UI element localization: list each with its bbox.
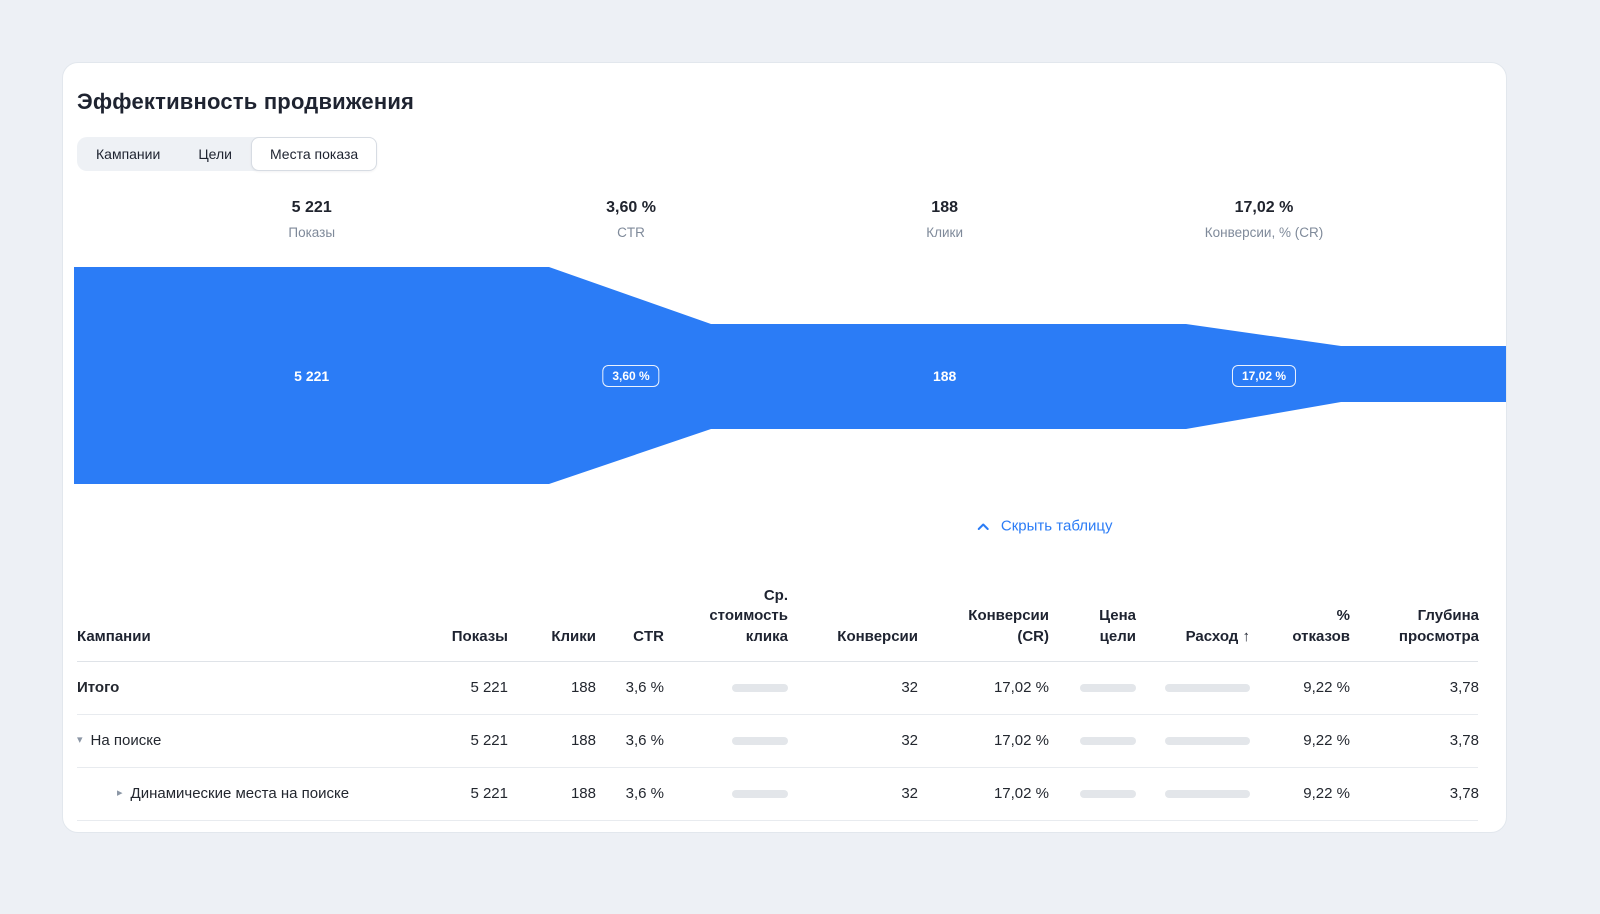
col-header-bounce-rate[interactable]: % отказов bbox=[1292, 607, 1350, 645]
campaigns-table: Кампании Показы Клики CTR Ср. стоимость клик… bbox=[77, 564, 1479, 821]
funnel-polygon bbox=[74, 267, 1506, 484]
table-header-row: Кампании Показы Клики CTR Ср. стоимость клик… bbox=[77, 564, 1479, 662]
placeholder-pill bbox=[1165, 790, 1250, 799]
funnel-chart: 5 221 Показы 3,60 % CTR 188 Клики 17,02 % Конве… bbox=[74, 187, 1506, 484]
metric-label-ctr: CTR bbox=[617, 225, 645, 240]
table-row-2: ▸ Динамические места на поиске 5 221 188 3,6… bbox=[77, 768, 1479, 821]
placeholder-pill bbox=[732, 737, 788, 746]
placeholder-pill bbox=[1080, 737, 1136, 746]
cell-bounce-rate: 9,22 % bbox=[1303, 679, 1350, 697]
metric-label-impressions: Показы bbox=[288, 225, 336, 240]
cell-bounce-rate: 9,22 % bbox=[1303, 785, 1350, 803]
expand-row-icon[interactable]: ▸ bbox=[117, 787, 123, 800]
cell-view-depth: 3,78 bbox=[1449, 732, 1479, 750]
funnel-svg bbox=[74, 267, 1506, 484]
col-header-campaigns: Кампании bbox=[77, 627, 151, 645]
funnel-metric-impressions: 5 221 Показы bbox=[288, 199, 335, 240]
cell-view-depth: 3,78 bbox=[1449, 785, 1479, 803]
placeholder-pill bbox=[732, 684, 788, 693]
cell-clicks: 188 bbox=[570, 785, 596, 803]
metric-label-cr: Конверсии, % (CR) bbox=[1204, 225, 1324, 240]
tab-campaigns[interactable]: Кампании bbox=[77, 137, 179, 171]
col-header-impressions[interactable]: Показы bbox=[451, 627, 508, 645]
metric-value-cr: 17,02 % bbox=[1234, 199, 1294, 216]
cell-clicks: 188 bbox=[570, 732, 596, 750]
cell-bounce-rate: 9,22 % bbox=[1303, 732, 1350, 750]
funnel-metric-cr: 17,02 % Конверсии, % (CR) bbox=[1205, 199, 1323, 240]
cell-cr: 17,02 % bbox=[993, 785, 1049, 803]
cell-avg-cpc bbox=[664, 732, 788, 749]
col-header-conversions[interactable]: Конверсии bbox=[837, 627, 918, 645]
cell-avg-cpc bbox=[664, 679, 788, 696]
report-tabs: Кампании Цели Места показа bbox=[77, 137, 378, 171]
funnel-bar-label-cr: 17,02 % bbox=[1231, 364, 1297, 387]
cell-campaign-name: ▾ На поиске bbox=[77, 732, 423, 749]
cell-view-depth: 3,78 bbox=[1449, 679, 1479, 697]
hide-table-link[interactable]: Скрыть таблицу bbox=[975, 517, 1113, 535]
promotion-effectiveness-card: Эффективность продвижения Кампании Цели Ме… bbox=[62, 62, 1507, 833]
col-header-avg-cpc[interactable]: Ср. стоимость клика bbox=[709, 587, 788, 645]
cell-clicks: 188 bbox=[570, 679, 596, 697]
page-title: Эффективность продвижения bbox=[77, 89, 415, 114]
funnel-metric-ctr: 3,60 % CTR bbox=[606, 199, 656, 240]
table-row-0: Итого 5 221 188 3,6 % 32 17,02 % 9,22 % 3,78 bbox=[77, 662, 1479, 715]
funnel-bar-label-ctr: 3,60 % bbox=[602, 364, 660, 387]
placeholder-pill bbox=[1165, 737, 1250, 746]
metric-label-clicks: Клики bbox=[926, 225, 964, 240]
cell-avg-cpc bbox=[664, 785, 788, 802]
col-header-goal-price[interactable]: Цена цели bbox=[1099, 607, 1136, 645]
funnel-bar-label-clicks: 188 bbox=[932, 367, 957, 384]
cell-impressions: 5 221 bbox=[470, 785, 508, 803]
funnel-metric-clicks: 188 Клики bbox=[926, 199, 963, 240]
cell-cost bbox=[1136, 679, 1250, 696]
chevron-up-icon bbox=[977, 523, 989, 530]
cell-cost bbox=[1136, 732, 1250, 749]
col-header-clicks[interactable]: Клики bbox=[551, 627, 596, 645]
cell-cr: 17,02 % bbox=[993, 679, 1049, 697]
campaign-label: Динамические места на поиске bbox=[130, 785, 350, 803]
cell-ctr: 3,6 % bbox=[625, 785, 664, 803]
cell-conversions: 32 bbox=[901, 679, 918, 697]
col-header-ctr[interactable]: CTR bbox=[633, 627, 664, 645]
campaign-label: На поиске bbox=[90, 732, 162, 750]
cell-impressions: 5 221 bbox=[470, 732, 508, 750]
col-header-cr[interactable]: Конверсии (CR) bbox=[968, 607, 1049, 645]
metric-value-impressions: 5 221 bbox=[291, 199, 332, 216]
cell-ctr: 3,6 % bbox=[625, 732, 664, 750]
placeholder-pill bbox=[1080, 684, 1136, 693]
cell-goal-price bbox=[1049, 785, 1136, 802]
col-header-cost[interactable]: Расход ↑ bbox=[1185, 627, 1250, 645]
collapse-row-icon[interactable]: ▾ bbox=[77, 734, 83, 747]
metric-value-ctr: 3,60 % bbox=[606, 199, 656, 216]
cell-goal-price bbox=[1049, 732, 1136, 749]
cell-cost bbox=[1136, 785, 1250, 802]
hide-table-label: Скрыть таблицу bbox=[1000, 517, 1113, 535]
funnel-shape-area: 5 221 3,60 % 188 17,02 % bbox=[74, 267, 1506, 484]
placeholder-pill bbox=[1080, 790, 1136, 799]
cell-conversions: 32 bbox=[901, 732, 918, 750]
funnel-bar-label-impressions: 5 221 bbox=[294, 367, 330, 384]
tab-goals[interactable]: Цели bbox=[179, 137, 251, 171]
placeholder-pill bbox=[732, 790, 788, 799]
cell-ctr: 3,6 % bbox=[625, 679, 664, 697]
cell-campaign-name: ▸ Динамические места на поиске bbox=[77, 785, 423, 802]
campaign-label: Итого bbox=[77, 679, 120, 697]
cell-goal-price bbox=[1049, 679, 1136, 696]
table-body: Итого 5 221 188 3,6 % 32 17,02 % 9,22 % 3,78 ▾ На… bbox=[77, 662, 1479, 821]
col-header-view-depth[interactable]: Глубина просмотра bbox=[1398, 607, 1479, 645]
metric-value-clicks: 188 bbox=[931, 199, 958, 216]
cell-cr: 17,02 % bbox=[993, 732, 1049, 750]
placeholder-pill bbox=[1165, 684, 1250, 693]
cell-campaign-name: Итого bbox=[77, 679, 423, 696]
funnel-metrics: 5 221 Показы 3,60 % CTR 188 Клики 17,02 % Конве… bbox=[74, 187, 1506, 267]
cell-conversions: 32 bbox=[901, 785, 918, 803]
tab-placements[interactable]: Места показа bbox=[250, 137, 378, 171]
table-toggle-row: Скрыть таблицу bbox=[77, 484, 1478, 564]
table-row-1: ▾ На поиске 5 221 188 3,6 % 32 17,02 % 9,22 % 3,… bbox=[77, 715, 1479, 768]
cell-impressions: 5 221 bbox=[470, 679, 508, 697]
